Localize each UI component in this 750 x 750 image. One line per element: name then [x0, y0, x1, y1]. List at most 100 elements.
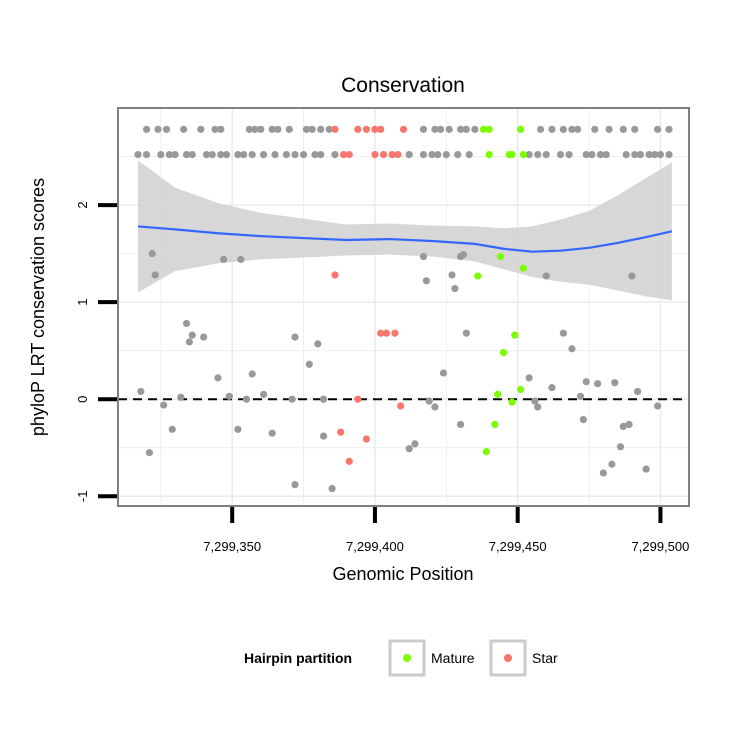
point-other [240, 150, 248, 159]
y-axis-label: phyloP LRT conservation scores [28, 178, 48, 436]
point-other [568, 345, 576, 353]
point-other [331, 150, 339, 159]
point-other [234, 425, 242, 433]
point-other [291, 333, 299, 341]
point-other [291, 150, 299, 159]
point-star [337, 428, 345, 436]
point-other [531, 397, 539, 405]
point-other [596, 150, 605, 159]
x-tick-label: 7,299,450 [489, 539, 547, 554]
y-tick-label: 2 [75, 201, 90, 208]
legend-dot-mature [403, 654, 411, 662]
point-other [291, 481, 299, 489]
plot-border [117, 107, 690, 507]
point-other [665, 150, 673, 159]
point-other [616, 443, 625, 451]
point-other [631, 150, 639, 159]
legend-label-star: Star [532, 650, 558, 666]
point-other [177, 393, 185, 401]
point-mature [479, 125, 488, 133]
point-other [151, 271, 159, 279]
point-other [542, 272, 550, 280]
point-other [217, 125, 225, 133]
point-other [274, 125, 282, 133]
point-other [419, 252, 428, 261]
point-mature [474, 272, 482, 280]
point-other [237, 255, 245, 264]
plot-panel [118, 108, 689, 506]
point-star [345, 457, 353, 465]
point-mature [491, 420, 499, 429]
point-other [248, 370, 256, 378]
point-mature [508, 398, 516, 406]
x-axis-label: Genomic Position [332, 564, 473, 584]
point-other [536, 125, 545, 133]
point-star [388, 150, 396, 159]
point-other [245, 125, 253, 133]
point-other [145, 449, 154, 457]
point-star [379, 150, 388, 159]
smooth-line-layer [137, 225, 673, 253]
point-star [397, 402, 405, 410]
point-star [331, 125, 339, 133]
point-other [260, 150, 268, 159]
point-other [182, 319, 191, 328]
point-other [439, 369, 448, 377]
point-other [182, 150, 191, 159]
point-other [625, 420, 633, 429]
point-other [200, 333, 208, 341]
point-other [565, 150, 573, 159]
point-other [594, 380, 602, 388]
point-other [599, 469, 607, 477]
point-other [454, 150, 462, 159]
point-other [211, 125, 219, 133]
point-other [431, 125, 439, 133]
point-other [142, 150, 151, 159]
point-other [602, 150, 610, 159]
point-other [197, 125, 205, 133]
point-other [462, 329, 470, 337]
point-other [556, 150, 565, 159]
point-other [328, 484, 336, 493]
point-other [171, 150, 179, 159]
x-tick-label: 7,299,350 [203, 539, 261, 554]
point-other [314, 340, 322, 348]
point-other [442, 150, 450, 159]
point-other [222, 150, 231, 159]
point-other [154, 125, 162, 133]
point-other [168, 425, 176, 433]
point-other [220, 255, 228, 264]
point-other [242, 395, 251, 403]
chart-title: Conservation [341, 74, 465, 97]
point-other [411, 440, 419, 448]
point-other [165, 150, 173, 159]
point-other [534, 150, 542, 159]
y-tick-label: -1 [75, 491, 90, 503]
point-other [465, 150, 473, 159]
point-other [268, 125, 276, 133]
point-other [148, 250, 156, 258]
point-other [608, 460, 616, 468]
point-other [325, 125, 333, 133]
point-other [302, 125, 311, 133]
point-other [542, 150, 550, 159]
point-other [282, 150, 291, 159]
point-mature [496, 252, 505, 261]
point-mature [482, 448, 490, 456]
point-other [656, 150, 665, 159]
point-other [471, 125, 479, 133]
point-other [445, 125, 453, 133]
point-other [405, 150, 413, 159]
point-other [208, 150, 216, 159]
point-mature [516, 385, 525, 394]
point-other [188, 150, 196, 159]
point-other [548, 383, 556, 392]
point-other [459, 250, 468, 259]
point-other [559, 125, 567, 133]
point-other [548, 125, 556, 133]
point-other [425, 397, 433, 405]
point-other [582, 378, 590, 386]
point-other [180, 125, 188, 133]
point-other [319, 432, 328, 440]
point-other [431, 403, 439, 411]
